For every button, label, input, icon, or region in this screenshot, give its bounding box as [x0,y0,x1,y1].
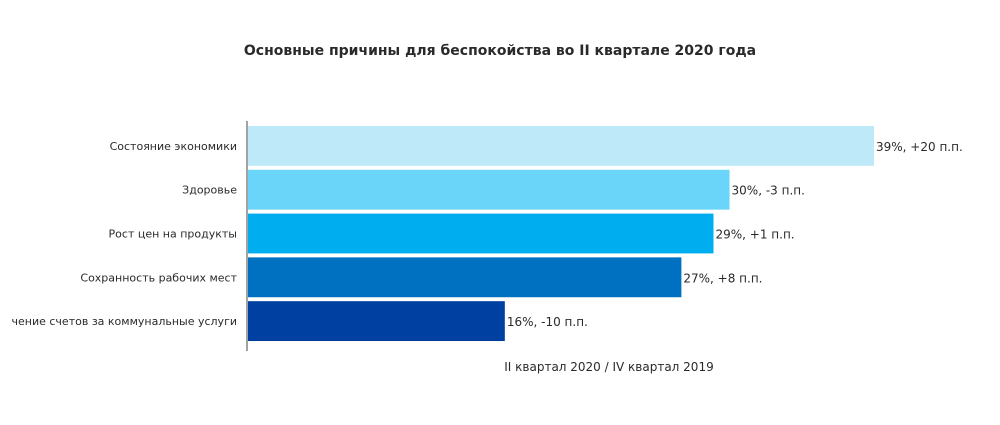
category-label: Здоровье [182,184,237,197]
bars-layer: Состояние экономики 39%, +20 п.п. Здоровье… [12,125,963,342]
category-label: Состояние экономики [110,140,237,153]
data-label: 39%, +20 п.п. [876,140,963,154]
chart-title: Основные причины для беспокойства во II … [244,43,756,59]
bar [248,213,714,254]
data-label: 27%, +8 п.п. [683,271,762,285]
category-label: чение счетов за коммунальные услуги [12,315,237,328]
category-label: Рост цен на продукты [109,228,237,241]
bar [248,301,505,342]
data-label: 29%, +1 п.п. [715,228,794,242]
bar [248,257,682,298]
bar [248,125,874,166]
bar [248,169,730,210]
data-label: 30%, -3 п.п. [732,184,805,198]
data-label: 16%, -10 п.п. [507,315,588,329]
x-axis-title: II квартал 2020 / IV квартал 2019 [504,360,713,374]
category-label: Сохранность рабочих мест [80,271,237,284]
